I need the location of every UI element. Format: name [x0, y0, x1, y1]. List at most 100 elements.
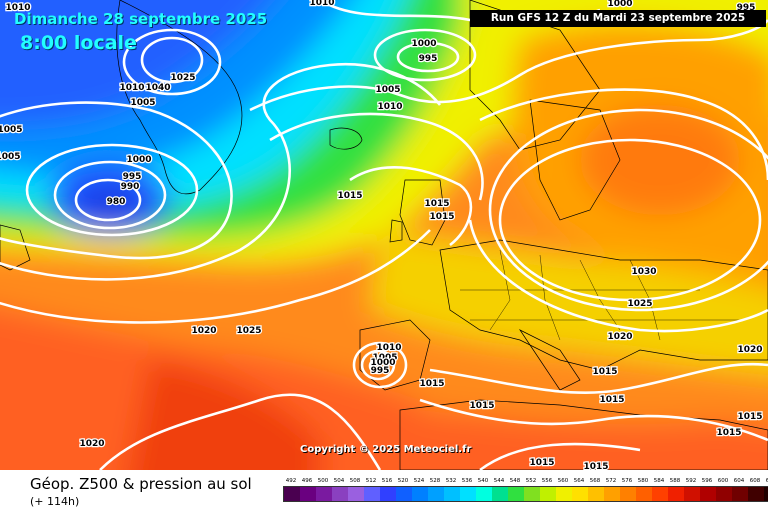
- isobar-label: 1015: [716, 428, 741, 438]
- isobar-label: 1000: [607, 0, 632, 9]
- legend-value: 548: [509, 478, 521, 484]
- legend-swatch: [732, 487, 748, 501]
- legend-value: 520: [397, 478, 409, 484]
- legend-value: 568: [589, 478, 601, 484]
- legend-value: 504: [333, 478, 345, 484]
- legend-swatch: [492, 487, 508, 501]
- legend-value: 544: [493, 478, 505, 484]
- legend-value: 492: [285, 478, 297, 484]
- legend-swatch: [604, 487, 620, 501]
- isobar-label: 1015: [737, 412, 762, 422]
- legend-swatch: [300, 487, 316, 501]
- isobar-label: 1010: [309, 0, 334, 8]
- isobar-label: 1000: [411, 39, 436, 49]
- isobar-label: 1020: [607, 332, 632, 342]
- legend-swatch: [524, 487, 540, 501]
- isobar-label: 1015: [429, 212, 454, 222]
- legend-swatch: [684, 487, 700, 501]
- run-info-banner: Run GFS 12 Z du Mardi 23 septembre 2025: [470, 10, 766, 27]
- legend-color-bar: [283, 486, 768, 502]
- lead-time: (+ 114h): [30, 495, 80, 508]
- legend-swatch: [556, 487, 572, 501]
- legend-value: 604: [733, 478, 745, 484]
- isobar-label: 1015: [424, 199, 449, 209]
- legend-value: 552: [525, 478, 537, 484]
- legend-swatch: [668, 487, 684, 501]
- isobar-label: 1010: [376, 343, 401, 353]
- legend-value: 612: [765, 478, 768, 484]
- legend-swatch: [716, 487, 732, 501]
- isobar-label: 995: [371, 366, 390, 376]
- isobar-label: 1005: [372, 353, 397, 363]
- legend-value: 536: [461, 478, 473, 484]
- map-footer: Géop. Z500 & pression au sol (+ 114h) 49…: [0, 470, 768, 512]
- legend-swatch: [460, 487, 476, 501]
- legend-swatch: [620, 487, 636, 501]
- copyright-notice: Copyright © 2025 Meteociel.fr: [300, 444, 472, 455]
- isobar-label: 1010: [119, 83, 144, 93]
- legend-value: 540: [477, 478, 489, 484]
- isobar-label: 1015: [599, 395, 624, 405]
- legend-value: 524: [413, 478, 425, 484]
- weather-map: 1010100510051010104010251005100099599098…: [0, 0, 768, 470]
- legend-swatch: [316, 487, 332, 501]
- isobar-label: 1005: [0, 152, 21, 162]
- legend-swatch: [540, 487, 556, 501]
- legend-swatch: [700, 487, 716, 501]
- isobars: [0, 0, 768, 470]
- isobar-label: 1020: [79, 439, 104, 449]
- isobar-label: 1005: [0, 125, 23, 135]
- forecast-date: Dimanche 28 septembre 2025: [14, 10, 268, 28]
- isobar-label: 1020: [191, 326, 216, 336]
- legend-swatch: [364, 487, 380, 501]
- legend-swatch: [636, 487, 652, 501]
- legend-swatch: [412, 487, 428, 501]
- legend-value: 500: [317, 478, 329, 484]
- legend-swatch: [508, 487, 524, 501]
- legend-value: 596: [701, 478, 713, 484]
- isobar-label: 995: [123, 172, 142, 182]
- legend-swatch: [652, 487, 668, 501]
- isobar-label: 1015: [583, 462, 608, 470]
- isobar-label: 1030: [631, 267, 656, 277]
- legend-swatch: [284, 487, 300, 501]
- legend-value: 608: [749, 478, 761, 484]
- legend-swatch: [380, 487, 396, 501]
- legend-value: 580: [637, 478, 649, 484]
- legend-value: 572: [605, 478, 617, 484]
- legend-value: 600: [717, 478, 729, 484]
- legend-value: 496: [301, 478, 313, 484]
- legend-labels: 492 496 500 504 508 512 516 520 524 528 532 536 540 5…: [283, 478, 768, 484]
- isobar-label: 1025: [627, 299, 652, 309]
- legend-swatch: [396, 487, 412, 501]
- legend-value: 588: [669, 478, 681, 484]
- isobar-label: 990: [121, 182, 140, 192]
- isobar-label: 1000: [370, 358, 395, 368]
- isobar-label: 1015: [529, 458, 554, 468]
- product-title: Géop. Z500 & pression au sol: [30, 475, 252, 493]
- legend-swatch: [476, 487, 492, 501]
- legend-value: 556: [541, 478, 553, 484]
- legend-swatch: [588, 487, 604, 501]
- legend-swatch: [748, 487, 764, 501]
- isobar-label: 1000: [126, 155, 151, 165]
- legend-swatch: [348, 487, 364, 501]
- isobar-label: 1025: [170, 73, 195, 83]
- isobar-label: 980: [107, 197, 126, 207]
- isobar-label: 1015: [337, 191, 362, 201]
- legend-value: 516: [381, 478, 393, 484]
- legend-value: 560: [557, 478, 569, 484]
- isobar-label: 1005: [375, 85, 400, 95]
- legend-value: 576: [621, 478, 633, 484]
- isobar-label: 1020: [737, 345, 762, 355]
- isobar-label: 1010: [377, 102, 402, 112]
- z500-color-field: [0, 0, 768, 470]
- legend-value: 528: [429, 478, 441, 484]
- isobar-label: 1025: [236, 326, 261, 336]
- isobar-label: 1005: [130, 98, 155, 108]
- legend-value: 584: [653, 478, 665, 484]
- legend-value: 512: [365, 478, 377, 484]
- isobar-label: 1040: [145, 83, 170, 93]
- isobar-label: 995: [419, 54, 438, 64]
